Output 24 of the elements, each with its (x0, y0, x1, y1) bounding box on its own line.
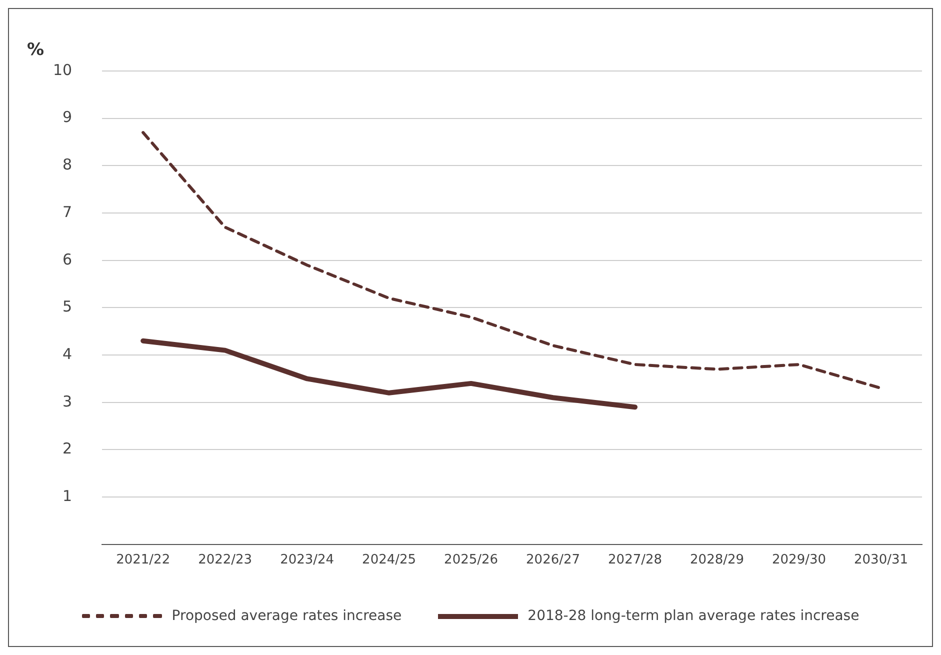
legend-label: 2018-28 long-term plan average rates increase (528, 608, 860, 624)
y-tick-label: 5 (62, 298, 72, 316)
line-series (142, 131, 883, 390)
x-tick-label: 2024/25 (362, 552, 416, 568)
y-tick-label: 9 (62, 108, 72, 126)
x-tick-label: 2027/28 (608, 552, 662, 568)
x-tick-label: 2028/29 (690, 552, 744, 568)
y-tick-label: 1 (62, 486, 72, 505)
y-tick-label: 7 (62, 202, 72, 221)
y-tick-label: 4 (62, 344, 72, 363)
x-tick-label: 2029/30 (772, 552, 826, 568)
x-tick-label: 2025/26 (444, 552, 498, 568)
x-tick-label: 2023/24 (280, 552, 334, 568)
y-tick-label: 10 (52, 60, 72, 79)
legend-label: Proposed average rates increase (172, 608, 402, 624)
y-tick-label: 3 (62, 392, 72, 410)
y-tick-label: 6 (62, 250, 72, 268)
x-tick-label: 2026/27 (526, 552, 580, 568)
x-tick-label: 2021/22 (116, 552, 170, 568)
x-tick-label: 2030/31 (854, 552, 908, 568)
y-axis-title: % (27, 40, 44, 60)
y-tick-label: 8 (62, 156, 72, 174)
x-tick-label: 2022/23 (198, 552, 252, 568)
y-tick-label: 2 (62, 440, 72, 458)
